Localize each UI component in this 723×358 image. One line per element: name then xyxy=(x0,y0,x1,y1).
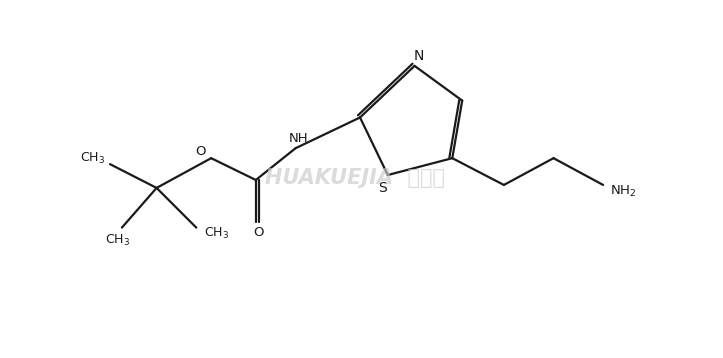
Text: CH$_3$: CH$_3$ xyxy=(204,226,228,241)
Text: S: S xyxy=(378,181,388,195)
Text: CH$_3$: CH$_3$ xyxy=(106,233,130,248)
Text: O: O xyxy=(254,226,264,239)
Text: O: O xyxy=(195,145,205,158)
Text: NH: NH xyxy=(288,132,308,145)
Text: CH$_3$: CH$_3$ xyxy=(80,151,105,166)
Text: N: N xyxy=(414,49,424,63)
Text: HUAKUEJIA  化学加: HUAKUEJIA 化学加 xyxy=(265,168,445,188)
Text: NH$_2$: NH$_2$ xyxy=(609,184,636,199)
